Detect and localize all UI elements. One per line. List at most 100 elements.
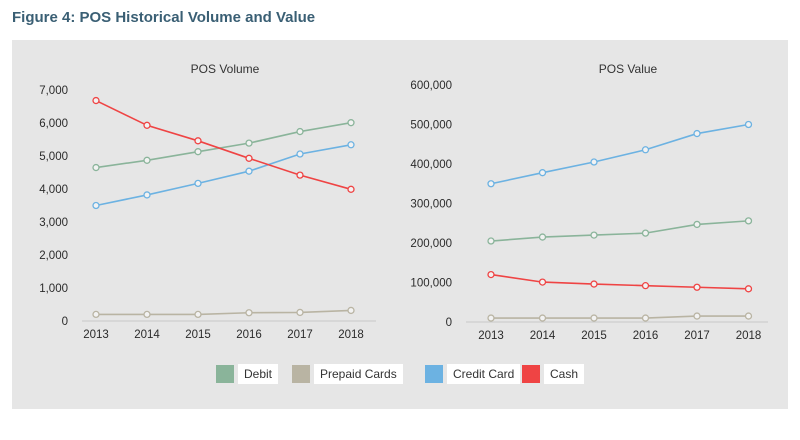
data-point-credit-card <box>487 180 495 188</box>
data-point-debit <box>487 237 495 245</box>
y-tick-label: 200,000 <box>410 238 452 250</box>
data-point-credit-card <box>143 191 151 199</box>
y-tick-label: 4,000 <box>39 184 68 196</box>
legend-swatch-credit-card <box>425 365 443 383</box>
series-line-debit <box>490 220 749 242</box>
y-tick-label: 2,000 <box>39 250 68 262</box>
data-point-credit-card <box>641 146 650 154</box>
x-tick-label: 2018 <box>338 329 364 341</box>
data-point-prepaid-cards <box>641 314 650 322</box>
data-point-credit-card <box>92 201 100 210</box>
data-point-credit-card <box>245 167 253 175</box>
data-point-credit-card <box>347 141 355 149</box>
data-point-cash <box>641 282 650 290</box>
legend-swatch-prepaid-cards <box>292 365 310 383</box>
y-tick-label: 400,000 <box>410 159 452 171</box>
data-point-cash <box>693 283 701 291</box>
data-point-prepaid-cards <box>92 310 100 319</box>
data-point-debit <box>194 148 202 156</box>
data-point-prepaid-cards <box>693 312 701 320</box>
pos-volume-chart: POS Volume 0 1,000 2,000 3,000 4,000 5,000 6,00… <box>39 62 376 341</box>
x-tick-label: 2013 <box>478 330 504 342</box>
data-point-debit <box>347 119 355 127</box>
series-line-cash <box>95 99 352 191</box>
chart-legend: Debit Prepaid Cards Credit Card Cash <box>12 363 788 385</box>
data-point-debit <box>538 233 547 241</box>
data-point-cash <box>487 270 495 279</box>
series-line-credit-card <box>490 123 749 185</box>
y-tick-label: 600,000 <box>410 80 452 92</box>
x-tick-label: 2016 <box>633 330 659 342</box>
x-tick-label: 2015 <box>185 329 211 341</box>
data-point-debit <box>693 220 701 229</box>
data-point-debit <box>143 156 151 164</box>
series-line-cash <box>490 273 749 290</box>
series-line-prepaid-cards <box>96 309 352 316</box>
data-point-prepaid-cards <box>744 312 753 320</box>
data-point-cash <box>143 121 151 129</box>
y-tick-label: 7,000 <box>39 85 68 97</box>
legend-swatch-cash <box>522 365 540 383</box>
series-line-credit-card <box>95 143 352 207</box>
y-tick-label: 100,000 <box>410 278 452 290</box>
chart-title: POS Value <box>599 62 658 76</box>
legend-item-debit: Debit <box>216 363 279 385</box>
data-point-cash <box>92 96 100 105</box>
y-tick-label: 6,000 <box>39 118 68 130</box>
data-point-credit-card <box>296 150 304 158</box>
series-line-prepaid-cards <box>491 315 749 319</box>
data-point-debit <box>296 127 304 136</box>
x-tick-label: 2013 <box>83 329 109 341</box>
data-point-debit <box>744 217 753 225</box>
data-point-debit <box>641 229 650 237</box>
legend-swatch-debit <box>216 365 234 383</box>
legend-label-cash: Cash <box>544 364 585 384</box>
x-tick-label: 2014 <box>134 329 160 341</box>
legend-label-debit: Debit <box>238 364 279 384</box>
data-point-cash <box>590 280 598 288</box>
y-tick-label: 0 <box>446 317 452 329</box>
data-point-prepaid-cards <box>590 314 598 322</box>
chart-title: POS Volume <box>191 62 260 76</box>
y-tick-label: 0 <box>62 316 68 328</box>
x-tick-label: 2018 <box>736 330 762 342</box>
y-tick-label: 3,000 <box>39 217 68 229</box>
x-tick-label: 2017 <box>287 329 313 341</box>
x-tick-label: 2017 <box>684 330 710 342</box>
y-tick-label: 500,000 <box>410 120 452 132</box>
legend-label-credit-card: Credit Card <box>447 364 521 384</box>
data-point-credit-card <box>590 158 598 166</box>
data-point-debit <box>92 163 100 172</box>
data-point-cash <box>347 185 355 193</box>
data-point-prepaid-cards <box>538 314 547 322</box>
data-point-cash <box>194 137 202 145</box>
figure-title: Figure 4: POS Historical Volume and Valu… <box>12 9 316 26</box>
data-point-credit-card <box>744 120 753 129</box>
data-point-debit <box>590 231 598 239</box>
data-point-cash <box>538 278 547 286</box>
legend-label-prepaid-cards: Prepaid Cards <box>314 364 403 384</box>
x-tick-label: 2015 <box>581 330 607 342</box>
data-point-prepaid-cards <box>296 308 304 317</box>
data-point-credit-card <box>693 129 701 138</box>
y-tick-label: 5,000 <box>39 151 68 163</box>
data-point-cash <box>296 171 304 179</box>
legend-item-credit-card: Credit Card <box>425 363 521 385</box>
data-point-cash <box>744 285 753 293</box>
data-point-prepaid-cards <box>194 310 202 319</box>
data-point-cash <box>245 154 253 162</box>
y-tick-label: 300,000 <box>410 199 452 211</box>
pos-value-chart: POS Value 0 100,000 200,000 300,000 400,000 50… <box>410 62 768 342</box>
data-point-prepaid-cards <box>487 314 495 322</box>
data-point-prepaid-cards <box>245 309 253 317</box>
x-tick-label: 2016 <box>236 329 262 341</box>
chart-panel: POS Volume 0 1,000 2,000 3,000 4,000 5,000 6,00… <box>12 40 788 409</box>
data-point-prepaid-cards <box>143 310 151 319</box>
data-point-prepaid-cards <box>347 306 355 315</box>
x-tick-label: 2014 <box>530 330 556 342</box>
legend-item-cash: Cash <box>522 363 585 385</box>
data-point-debit <box>245 139 253 147</box>
series-line-debit <box>95 121 352 169</box>
data-point-credit-card <box>194 179 202 188</box>
legend-item-prepaid-cards: Prepaid Cards <box>292 363 403 385</box>
